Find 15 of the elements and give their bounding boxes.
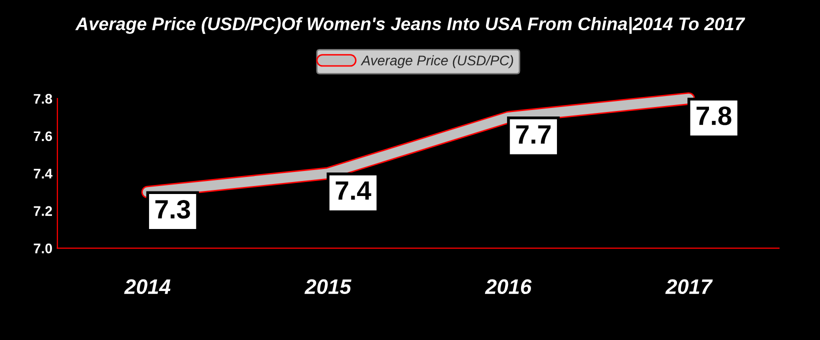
text: 7.0 (34, 244, 52, 254)
text: 7.4 (34, 168, 52, 178)
data-label: 7.8 (696, 106, 732, 126)
x-tick-label: 2017 (665, 279, 713, 294)
text: 7.6 (34, 131, 52, 142)
x-tick-label: 2014 (124, 279, 170, 294)
x-tick-label: 2015 (304, 279, 352, 294)
chart-title: Average Price (USD/PC)Of Women's Jeans Into USA From China|2014 To 2017 (75, 17, 746, 34)
data-label: 7.3 (155, 200, 190, 219)
legend-label: Average Price (USD/PC) (360, 55, 514, 68)
text: 7.8 (34, 94, 52, 104)
text: 7.2 (34, 206, 52, 216)
x-tick-label: 2016 (484, 279, 532, 294)
data-label: 7.7 (516, 125, 551, 144)
data-label: 7.4 (336, 182, 372, 200)
